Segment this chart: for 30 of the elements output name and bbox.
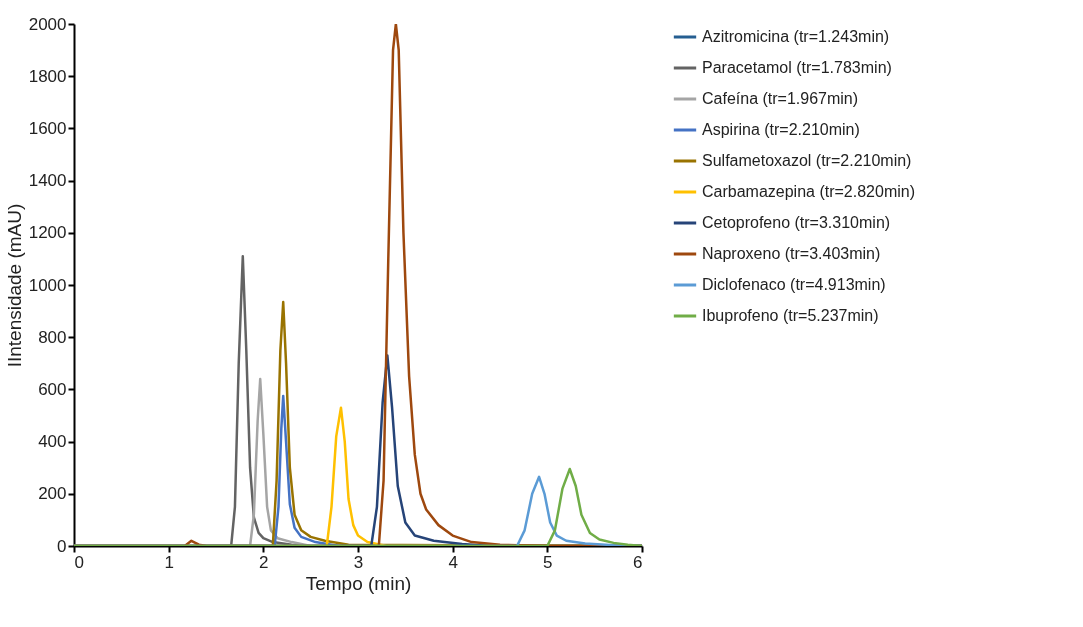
- legend-label: Paracetamol (tr=1.783min): [702, 59, 892, 76]
- y-tick-label: 200: [38, 484, 67, 504]
- y-tick-label: 1800: [28, 66, 67, 86]
- y-tick-label: 2000: [28, 14, 67, 34]
- x-tick-label: 4: [448, 552, 458, 572]
- x-tick-label: 3: [353, 552, 364, 572]
- legend-label: Azitromicina (tr=1.243min): [702, 28, 890, 45]
- legend-label: Cafeína (tr=1.967min): [702, 90, 859, 107]
- legend-label: Diclofenaco (tr=4.913min): [702, 276, 886, 293]
- y-tick-label: 600: [38, 379, 67, 399]
- legend-label: Cetoprofeno (tr=3.310min): [702, 214, 891, 231]
- legend-label: Ibuprofeno (tr=5.237min): [702, 307, 879, 324]
- legend-label: Naproxeno (tr=3.403min): [702, 245, 881, 262]
- y-tick-label: 400: [38, 432, 67, 452]
- legend-label: Carbamazepina (tr=2.820min): [702, 183, 915, 200]
- x-tick-label: 2: [259, 552, 269, 572]
- x-axis-title: Tempo (min): [305, 572, 412, 594]
- y-tick-label: 1200: [28, 223, 67, 243]
- x-tick-label: 1: [164, 552, 174, 572]
- x-tick-label: 5: [543, 552, 553, 572]
- legend-label: Sulfametoxazol (tr=2.210min): [702, 152, 912, 169]
- y-tick-label: 1000: [28, 275, 67, 295]
- y-tick-label: 800: [38, 327, 67, 347]
- y-tick-label: 0: [57, 536, 67, 556]
- legend-label: Aspirina (tr=2.210min): [702, 121, 860, 138]
- x-tick-label: 0: [74, 552, 84, 572]
- y-axis-title: IIntensidade (mAU): [3, 203, 25, 368]
- y-tick-label: 1600: [28, 118, 67, 138]
- x-tick-label: 6: [633, 552, 643, 572]
- y-tick-label: 1400: [28, 171, 67, 191]
